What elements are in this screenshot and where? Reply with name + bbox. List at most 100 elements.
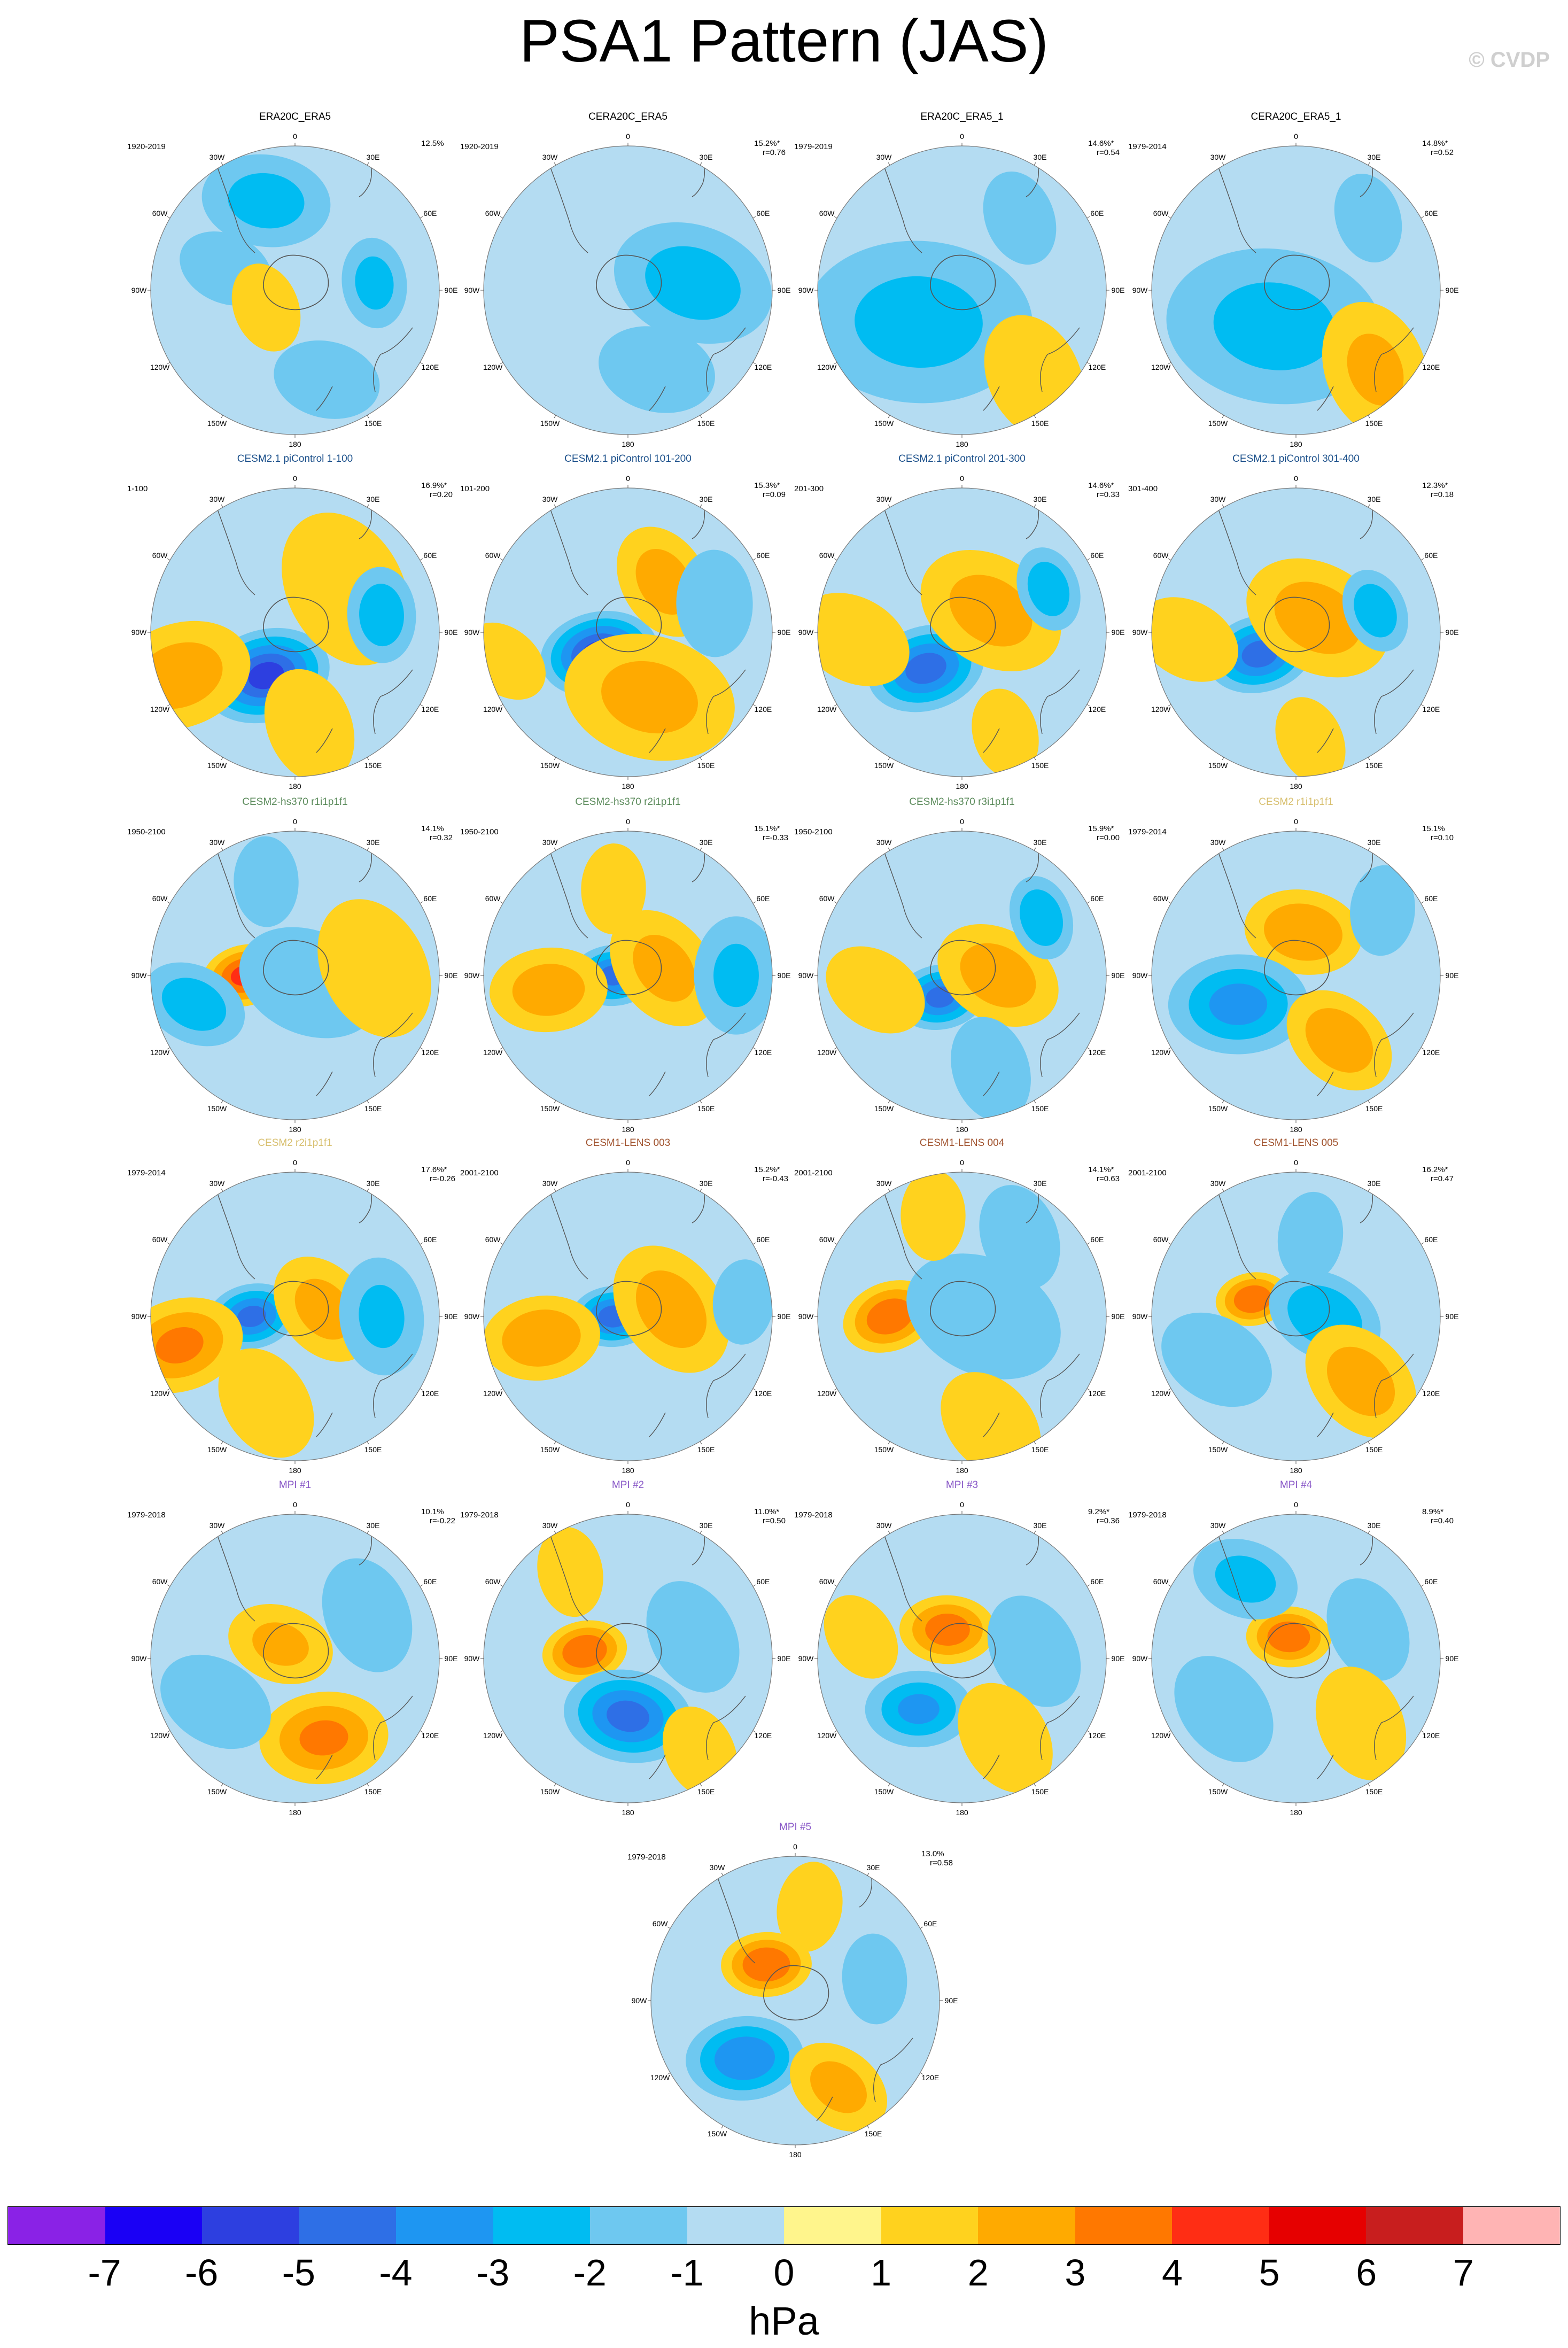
longitude-label: 30E xyxy=(699,838,713,847)
contour-level xyxy=(1326,1578,1410,1681)
colorbar-tick-label: -5 xyxy=(282,2252,315,2293)
longitude-tick xyxy=(420,901,423,904)
longitude-label: 30W xyxy=(876,494,892,503)
longitude-label: 60E xyxy=(423,1235,437,1244)
negative-anomaly xyxy=(322,1558,413,1672)
longitude-label: 0 xyxy=(1294,1158,1298,1167)
longitude-tick xyxy=(420,704,423,707)
longitude-label: 120E xyxy=(921,2073,940,2082)
longitude-label: 60E xyxy=(423,551,437,560)
map-panel: CESM1-LENS 005 2001-2100 16.2%* r=0.47 0 30E 6… xyxy=(1125,1137,1467,1475)
longitude-tick xyxy=(721,2125,724,2129)
longitude-tick xyxy=(1168,1730,1171,1733)
longitude-label: 90E xyxy=(444,971,458,980)
watermark: © CVDP xyxy=(1469,48,1550,72)
longitude-tick xyxy=(834,362,837,365)
contour-level xyxy=(231,264,301,352)
panel-pattern-correlation: r=0.58 xyxy=(930,1858,953,1867)
map-panel: MPI #1 1979-2018 10.1% r=-0.22 0 30E 60E 90E 120… xyxy=(124,1479,466,1817)
longitude-label: 120E xyxy=(421,705,439,714)
longitude-label: 30E xyxy=(1033,152,1047,161)
longitude-tick xyxy=(700,1783,702,1787)
negative-anomaly xyxy=(1334,173,1402,263)
longitude-label: 90W xyxy=(131,1312,147,1321)
longitude-label: 180 xyxy=(956,782,968,791)
longitude-tick xyxy=(1168,1584,1171,1587)
longitude-tick xyxy=(1420,1242,1424,1245)
polar-map xyxy=(148,143,443,438)
longitude-label: 120W xyxy=(1151,1389,1171,1398)
contour-level xyxy=(359,584,404,647)
longitude-tick xyxy=(1222,162,1224,166)
longitude-tick xyxy=(554,847,556,851)
contour-level xyxy=(1334,173,1402,263)
longitude-label: 60W xyxy=(485,551,501,560)
longitude-label: 60E xyxy=(1424,551,1438,560)
longitude-label: 180 xyxy=(1290,782,1302,791)
australia-coastline xyxy=(705,1012,746,1078)
longitude-tick xyxy=(700,415,702,419)
longitude-tick xyxy=(867,2125,870,2129)
australia-coastline xyxy=(1373,327,1414,392)
longitude-label: 60W xyxy=(819,551,835,560)
positive-anomaly xyxy=(818,593,910,686)
panel-variance-explained: 10.1% xyxy=(421,1507,444,1516)
panel-pattern-correlation: r=0.40 xyxy=(1431,1516,1454,1525)
panel-period: 1979-2018 xyxy=(127,1510,166,1520)
panel-title: CESM2.1 piControl 101-200 xyxy=(564,453,692,464)
contour-level xyxy=(972,688,1039,777)
panel-variance-explained: 15.3%* xyxy=(754,481,780,490)
longitude-label: 60W xyxy=(152,209,168,218)
longitude-tick xyxy=(1034,847,1036,851)
longitude-label: 90W xyxy=(464,1312,480,1321)
longitude-label: 120E xyxy=(754,1389,772,1398)
negative-anomaly xyxy=(1277,1191,1344,1283)
panel-period: 1920-2019 xyxy=(127,142,166,151)
contour-level xyxy=(1174,1656,1274,1762)
map-panel: CESM2-hs370 r3i1p1f1 1950-2100 15.9%* r=0.0… xyxy=(791,796,1133,1134)
panel-title: CERA20C_ERA5 xyxy=(588,111,667,122)
panel-title: CESM2-hs370 r1i1p1f1 xyxy=(242,796,348,808)
longitude-label: 60E xyxy=(1090,894,1104,903)
longitude-label: 60W xyxy=(152,894,168,903)
negative-anomaly xyxy=(1168,954,1309,1055)
colorbar-swatch xyxy=(1172,2207,1269,2244)
longitude-label: 0 xyxy=(293,132,297,141)
contour-level xyxy=(537,1526,603,1617)
longitude-label: 60E xyxy=(756,894,770,903)
negative-anomaly xyxy=(151,962,245,1047)
contour-level xyxy=(713,943,759,1008)
new-zealand-coastline xyxy=(1317,1071,1334,1096)
longitude-tick xyxy=(221,1188,223,1192)
longitude-label: 180 xyxy=(289,1808,301,1817)
negative-anomaly xyxy=(234,836,299,927)
panel-title: CESM2.1 piControl 201-300 xyxy=(898,453,1026,464)
longitude-label: 0 xyxy=(626,474,630,483)
positive-anomaly xyxy=(958,1683,1053,1793)
longitude-tick xyxy=(834,704,837,707)
contour-level xyxy=(252,1622,309,1666)
longitude-label: 30E xyxy=(699,1521,713,1530)
longitude-label: 150W xyxy=(540,761,560,770)
colorbar-swatch xyxy=(881,2207,978,2244)
longitude-tick xyxy=(752,362,756,365)
negative-anomaly xyxy=(979,1185,1060,1289)
antarctica-coastline xyxy=(763,1965,829,2021)
longitude-label: 150W xyxy=(1208,419,1228,428)
longitude-tick xyxy=(554,757,556,761)
longitude-tick xyxy=(1034,1100,1036,1104)
longitude-label: 60W xyxy=(1153,894,1169,903)
panel-variance-explained: 14.1% xyxy=(421,824,444,833)
longitude-tick xyxy=(167,558,170,561)
longitude-tick xyxy=(221,847,223,851)
new-zealand-coastline xyxy=(316,728,333,753)
longitude-tick xyxy=(834,1584,837,1587)
new-zealand-coastline xyxy=(649,1071,666,1096)
positive-anomaly xyxy=(1246,1606,1332,1668)
longitude-tick xyxy=(752,1047,756,1050)
panel-title: MPI #4 xyxy=(1279,1479,1313,1491)
longitude-label: 120E xyxy=(421,1389,439,1398)
new-zealand-coastline xyxy=(649,728,666,753)
panel-pattern-correlation: r=0.32 xyxy=(430,833,453,842)
longitude-tick xyxy=(420,558,423,561)
